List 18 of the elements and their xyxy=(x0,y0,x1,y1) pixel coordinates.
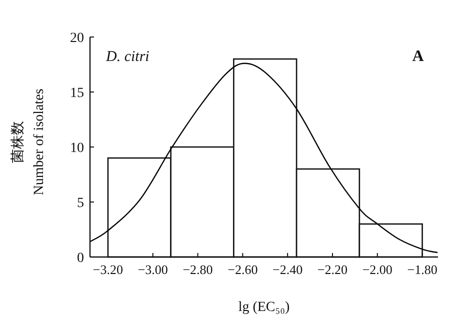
y-axis-title: 菌株数 Number of isolates xyxy=(10,88,47,196)
y-tick-label: 10 xyxy=(70,141,84,156)
x-tick-label: −1.80 xyxy=(407,262,438,277)
x-tick-label: −2.00 xyxy=(362,262,392,277)
line-series xyxy=(89,62,438,254)
x-tick-label: −3.20 xyxy=(92,262,124,277)
y-tick-label: 5 xyxy=(77,196,84,211)
x-tick-label: −3.00 xyxy=(138,262,168,277)
text: D. citri xyxy=(105,49,150,65)
x-tick-label: −2.40 xyxy=(272,262,303,277)
y-tick-label: 20 xyxy=(70,31,84,46)
x-tick-label: −2.60 xyxy=(228,262,258,277)
x-tick-label: −2.80 xyxy=(182,262,213,277)
annotation: A xyxy=(412,48,424,65)
y-tick-label: 0 xyxy=(77,251,84,266)
x-tick-label: −2.20 xyxy=(317,262,348,277)
y-tick-label: 15 xyxy=(70,86,84,101)
x-axis-title: lg (EC₅₀) xyxy=(238,300,290,315)
